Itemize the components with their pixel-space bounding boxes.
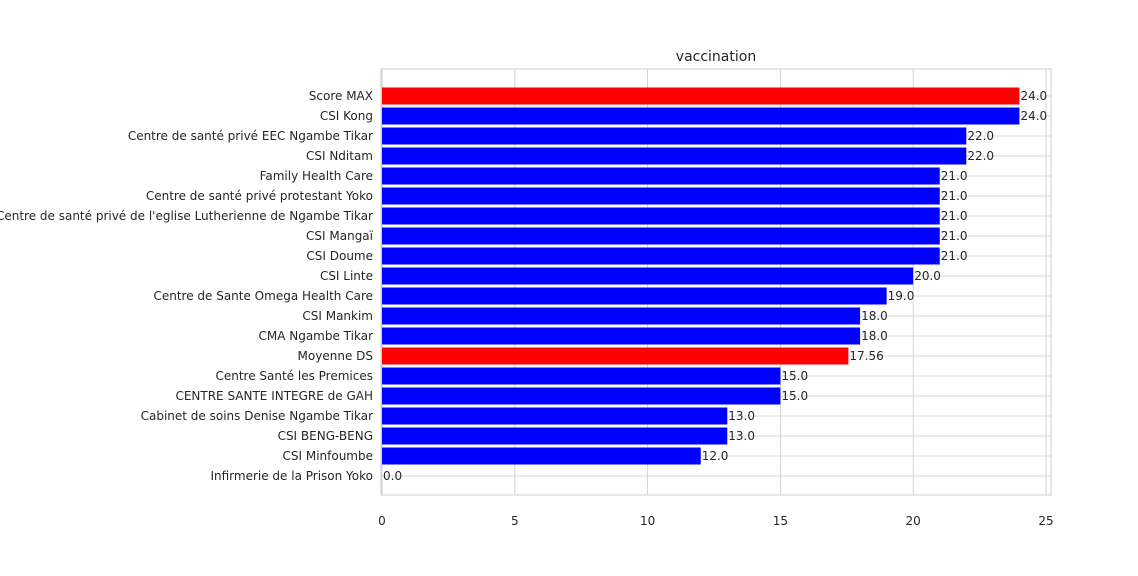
x-tick-label: 15 [773, 514, 788, 528]
value-label: 22.0 [967, 129, 994, 143]
category-label: Centre de santé privé protestant Yoko [146, 189, 373, 203]
value-label: 24.0 [1020, 89, 1047, 103]
value-label: 24.0 [1020, 109, 1047, 123]
category-label: Centre de Sante Omega Health Care [153, 289, 373, 303]
bar [382, 427, 728, 445]
category-label: CSI Linte [320, 269, 373, 283]
category-label: CSI Mankim [302, 309, 373, 323]
category-label: Centre de santé privé EEC Ngambe Tikar [128, 129, 373, 143]
bar [382, 287, 887, 305]
bar [382, 127, 967, 145]
bar [382, 307, 861, 325]
bar [382, 387, 781, 405]
category-label: CSI Kong [320, 109, 373, 123]
category-label: CSI Doume [306, 249, 373, 263]
category-label: CSI BENG-BENG [278, 429, 373, 443]
category-label: Centre Santé les Premices [215, 369, 373, 383]
bar [382, 227, 940, 245]
x-tick-label: 25 [1038, 514, 1053, 528]
value-label: 19.0 [888, 289, 915, 303]
category-label: Score MAX [309, 89, 373, 103]
bars-layer [382, 87, 1020, 465]
value-label: 15.0 [781, 389, 808, 403]
value-label: 18.0 [861, 329, 888, 343]
value-label: 15.0 [781, 369, 808, 383]
category-label: CENTRE SANTE INTEGRE de GAH [175, 389, 373, 403]
bar [382, 107, 1020, 125]
value-label: 21.0 [941, 189, 968, 203]
x-tick-label: 20 [906, 514, 921, 528]
category-label: CSI Minfoumbe [282, 449, 373, 463]
bar [382, 147, 967, 165]
bar [382, 367, 781, 385]
labels-layer: 0 5 10 15 20 25 Score MAX 24.0 CSI Kong 24.0 Centr… [0, 89, 1054, 528]
bar [382, 207, 940, 225]
bar [382, 167, 940, 185]
value-label: 13.0 [728, 429, 755, 443]
x-tick-label: 5 [511, 514, 519, 528]
category-label: Infirmerie de la Prison Yoko [210, 469, 373, 483]
bar [382, 327, 861, 345]
category-label: Moyenne DS [298, 349, 373, 363]
value-label: 22.0 [967, 149, 994, 163]
bar [382, 447, 701, 465]
x-tick-label: 10 [640, 514, 655, 528]
category-label: Family Health Care [260, 169, 373, 183]
value-label: 21.0 [941, 169, 968, 183]
category-label: Centre de santé privé de l'eglise Luther… [0, 209, 373, 223]
category-label: CSI Nditam [306, 149, 373, 163]
plot-frame [380, 68, 1052, 496]
value-label: 21.0 [941, 229, 968, 243]
x-tick-label: 0 [378, 514, 386, 528]
bar [382, 267, 914, 285]
value-label: 12.0 [702, 449, 729, 463]
bar [382, 187, 940, 205]
value-label: 21.0 [941, 209, 968, 223]
value-label: 18.0 [861, 309, 888, 323]
value-label: 13.0 [728, 409, 755, 423]
category-label: Cabinet de soins Denise Ngambe Tikar [141, 409, 373, 423]
value-label: 20.0 [914, 269, 941, 283]
value-label: 17.56 [849, 349, 883, 363]
bar [382, 247, 940, 265]
category-label: CMA Ngambe Tikar [258, 329, 373, 343]
highlight-bar [382, 347, 849, 365]
bar [382, 407, 728, 425]
highlight-bar [382, 87, 1020, 105]
value-label: 0.0 [383, 469, 402, 483]
chart-title: vaccination [676, 49, 756, 65]
value-label: 21.0 [941, 249, 968, 263]
category-label: CSI Mangaï [306, 229, 374, 243]
